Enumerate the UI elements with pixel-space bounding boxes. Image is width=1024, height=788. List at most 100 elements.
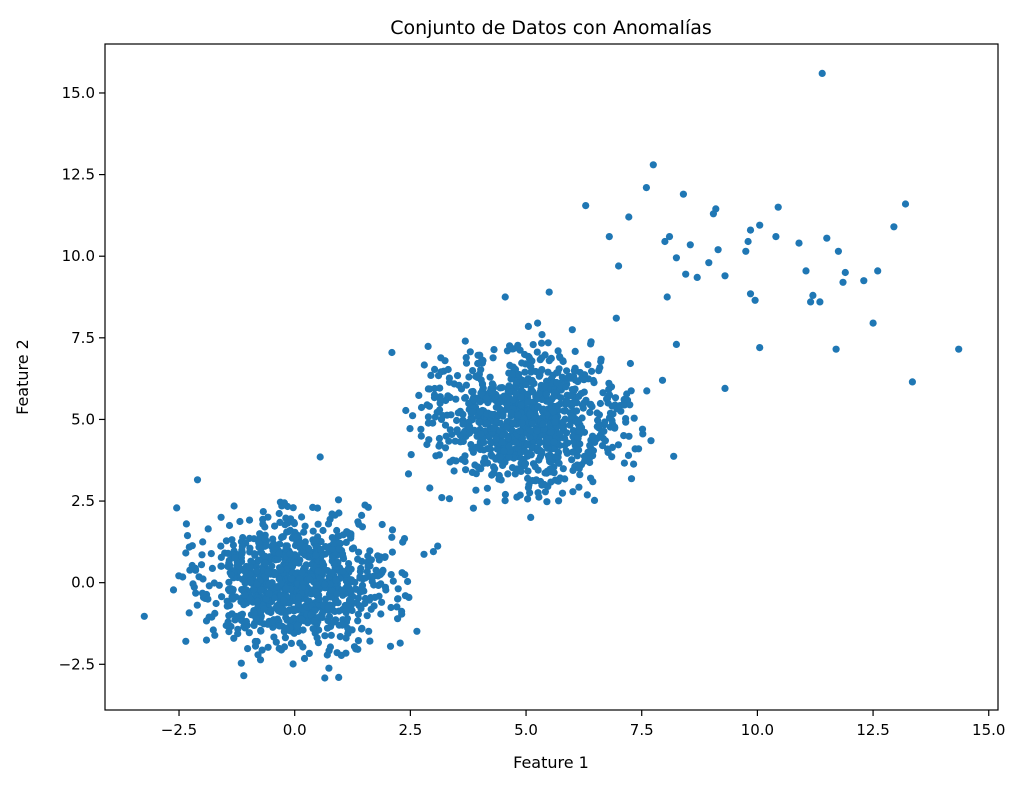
cluster-2-point [531,463,539,471]
cluster-1-point [280,643,289,651]
cluster-2-point [600,427,608,435]
cluster-2-point [424,385,432,393]
cluster-1-point [270,616,278,624]
cluster-1-point [321,580,329,588]
cluster-2-point [559,418,567,426]
cluster-1-point [271,594,279,602]
cluster-1-point [272,604,280,612]
cluster-2-point [605,379,613,387]
cluster-2-point [456,438,464,446]
cluster-1-point [253,580,261,588]
cluster-2-point [474,359,482,368]
cluster-1-point [199,575,207,583]
cluster-1-point [204,595,212,603]
cluster-2-point [476,398,484,406]
cluster-2-point [461,457,469,466]
cluster-1-point [354,617,362,625]
cluster-2-point [433,408,441,416]
cluster-1-point [358,584,366,592]
cluster-1-point [307,611,315,619]
cluster-2-point [528,378,536,386]
data-point [901,200,910,208]
cluster-1-point [280,499,288,507]
cluster-2-point [627,387,635,395]
cluster-1-point [198,551,206,559]
cluster-2-point [535,493,543,501]
cluster-1-point [321,632,329,640]
cluster-2-point [466,423,474,431]
cluster-2-point [501,497,509,505]
cluster-2-point [518,359,526,367]
cluster-2-point [462,466,470,474]
data-point [874,267,882,275]
cluster-2-point [420,361,428,369]
cluster-1-point [306,575,314,584]
cluster-2-point [467,441,475,449]
cluster-2-point [540,480,548,489]
cluster-2-point [468,408,477,416]
cluster-1-point [333,590,341,598]
cluster-2-point [538,354,546,362]
cluster-1-point [247,579,255,587]
cluster-2-point [509,370,517,379]
cluster-2-point [444,365,452,374]
cluster-2-point [515,370,523,378]
cluster-1-point [350,544,358,552]
cluster-2-point [491,465,499,473]
data-point [413,627,421,635]
cluster-2-point [472,372,480,381]
data-point [714,246,722,254]
cluster-1-point [298,615,306,623]
cluster-2-point [453,428,461,436]
plot-frame [104,43,999,711]
cluster-1-point [289,504,297,512]
cluster-2-point [545,454,553,462]
cluster-1-point [316,613,324,621]
cluster-1-point [309,527,317,535]
cluster-2-point [486,373,494,381]
data-point [663,293,671,301]
cluster-2-point [504,434,512,442]
cluster-2-point [568,412,576,420]
cluster-1-point [250,535,258,543]
cluster-1-point [202,617,211,625]
cluster-2-point [547,428,555,436]
cluster-1-point [270,540,278,548]
cluster-2-point [599,389,607,397]
cluster-2-point [495,471,503,480]
cluster-2-point [616,402,624,410]
cluster-1-point [290,607,298,615]
cluster-1-point [261,552,269,560]
data-point [795,239,803,247]
cluster-1-point [319,526,327,535]
cluster-1-point [335,607,343,615]
cluster-1-point [261,535,269,543]
cluster-2-point [446,426,454,434]
cluster-1-point [182,549,190,557]
cluster-1-point [241,591,249,599]
cluster-1-point [323,651,331,659]
cluster-2-point [457,385,466,393]
cluster-2-point [498,438,506,446]
cluster-2-point [486,438,495,446]
cluster-1-point [188,542,196,550]
cluster-1-point [372,566,380,574]
data-point [545,288,553,296]
cluster-1-point [268,562,276,570]
cluster-1-point [255,556,263,564]
data-point [388,348,396,357]
cluster-2-point [436,384,444,392]
cluster-1-point [348,606,356,615]
cluster-2-point [572,367,580,375]
cluster-1-point [253,567,261,575]
cluster-1-point [355,520,363,528]
cluster-2-point [404,470,413,478]
cluster-2-point [562,447,570,455]
cluster-2-point [605,385,613,393]
y-tick-label: 10.0 [62,247,95,265]
cluster-2-point [554,448,563,456]
cluster-1-point [294,600,302,608]
cluster-2-point [483,419,491,427]
data-point [712,205,720,213]
cluster-2-point [551,389,559,397]
